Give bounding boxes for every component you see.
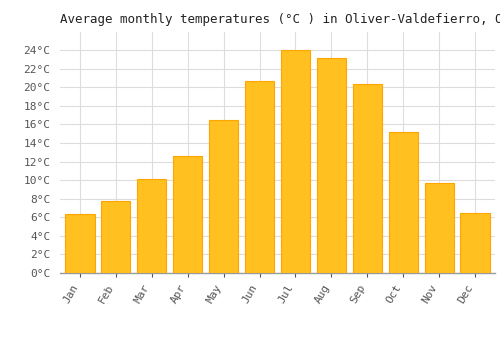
Bar	[101, 202, 130, 273]
Bar	[209, 120, 238, 273]
Bar	[173, 156, 203, 273]
Bar	[460, 212, 490, 273]
Bar	[352, 84, 382, 273]
Text: Average monthly temperatures (°C ) in Oliver-Valdefierro, Oliver, Valdefierro: Average monthly temperatures (°C ) in Ol…	[60, 13, 500, 26]
Bar	[245, 81, 274, 273]
Bar	[65, 215, 94, 273]
Bar	[388, 132, 418, 273]
Bar	[424, 183, 454, 273]
Bar	[316, 57, 346, 273]
Bar	[280, 50, 310, 273]
Bar	[137, 179, 166, 273]
